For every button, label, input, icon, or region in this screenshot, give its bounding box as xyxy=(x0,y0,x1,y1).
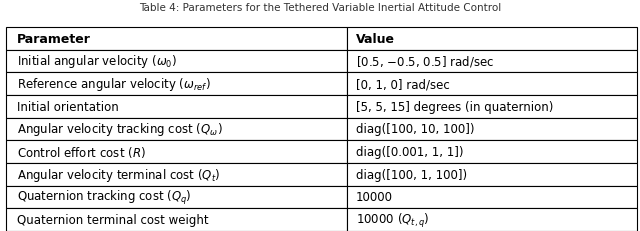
Text: Table 4: Parameters for the Tethered Variable Inertial Attitude Control: Table 4: Parameters for the Tethered Var… xyxy=(139,3,501,13)
